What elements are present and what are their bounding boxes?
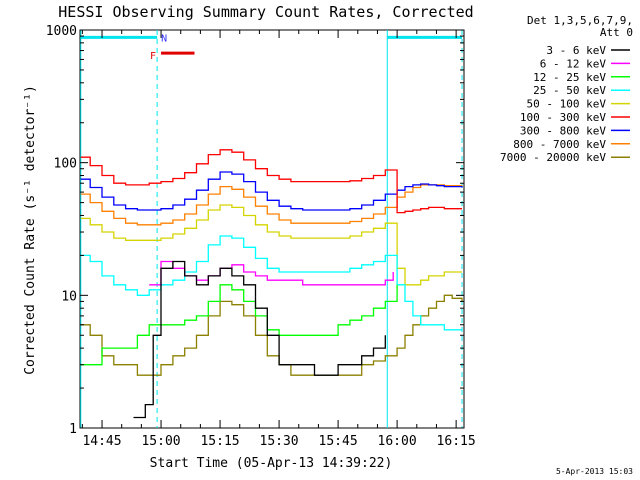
axis-ticks-layer: 14:45 15:00 15:15 15:30 15:45 16:00 16:15 1 10 10… xyxy=(46,24,476,449)
x-axis-label: Start Time (05-Apr-13 14:39:22) xyxy=(150,456,393,471)
flare-flag-label: F xyxy=(150,51,156,62)
x-tick-label: 16:15 xyxy=(437,434,476,449)
legend-header-line: Det 1,3,5,6,7,9, xyxy=(527,14,633,27)
legend-label: 7000 - 20000 keV xyxy=(500,151,606,164)
observing-flags-layer: FN xyxy=(80,30,463,428)
y-tick-label: 1 xyxy=(69,422,77,437)
generation-timestamp: 5-Apr-2013 15:03 xyxy=(556,467,633,476)
series-line-800-7000-kev xyxy=(80,184,463,226)
x-tick-label: 15:30 xyxy=(260,434,299,449)
y-tick-label: 1000 xyxy=(46,24,77,39)
legend-label: 100 - 300 keV xyxy=(520,111,606,124)
legend-label: 300 - 800 keV xyxy=(520,124,606,137)
series-layer xyxy=(80,149,463,419)
series-line-50-100-kev xyxy=(80,204,462,286)
legend-label: 6 - 12 keV xyxy=(540,57,607,70)
y-tick-label: 10 xyxy=(61,289,77,304)
y-tick-label: 100 xyxy=(54,157,77,172)
legend-label: 3 - 6 keV xyxy=(546,44,606,57)
series-line-12-25-kev xyxy=(80,284,398,366)
plot-frame xyxy=(79,29,465,429)
legend-label: 12 - 25 keV xyxy=(533,71,606,84)
x-tick-label: 15:45 xyxy=(319,434,358,449)
night-flag-label: N xyxy=(161,33,167,44)
plot-frame-layer xyxy=(79,29,465,429)
series-line-6-12-kev xyxy=(149,260,394,286)
y-axis-label: Corrected Count Rate (s⁻¹ detector⁻¹) xyxy=(23,85,38,375)
series-line-25-50-kev xyxy=(80,235,462,331)
chart-title: HESSI Observing Summary Count Rates, Cor… xyxy=(58,3,473,21)
series-line-100-300-kev xyxy=(80,149,462,214)
x-tick-label: 14:45 xyxy=(82,434,121,449)
x-tick-label: 16:00 xyxy=(378,434,417,449)
series-line-3-6-kev xyxy=(133,260,386,419)
legend-header-line: Att 0 xyxy=(600,26,633,39)
legend-label: 25 - 50 keV xyxy=(533,84,606,97)
legend-label: 50 - 100 keV xyxy=(527,98,607,111)
legend-label: 800 - 7000 keV xyxy=(513,138,606,151)
x-tick-label: 15:00 xyxy=(141,434,180,449)
series-line-300-800-kev xyxy=(80,171,463,211)
x-tick-label: 15:15 xyxy=(200,434,239,449)
